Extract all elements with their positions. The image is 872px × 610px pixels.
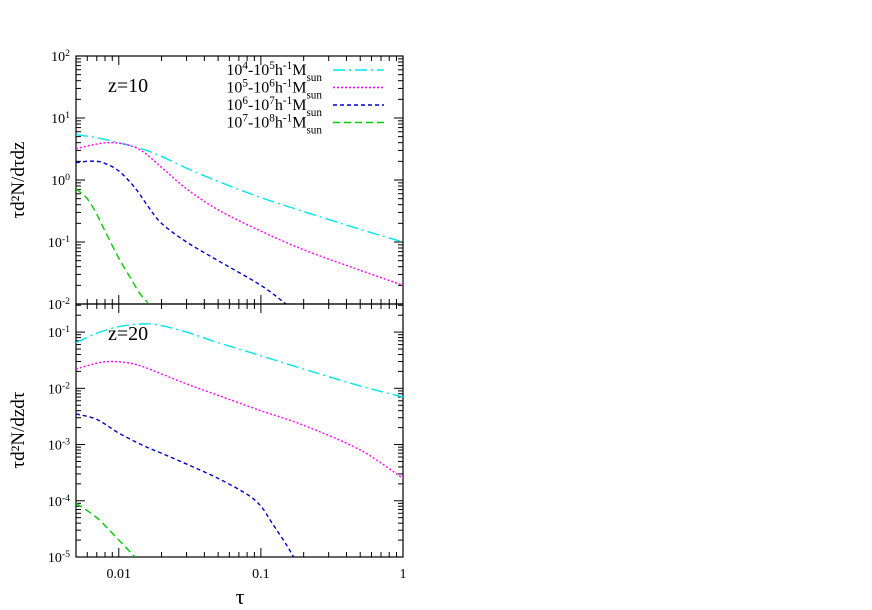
series-line [76, 323, 403, 398]
y-tick-label: 101 [51, 110, 70, 128]
y-axis-title: τd²N/dτdz [8, 142, 29, 219]
y-tick-label: 100 [51, 172, 70, 190]
series-line [76, 188, 149, 304]
axis-titles: τd²N/dτdz τd²N/dzdτ τ [8, 142, 245, 609]
x-tick-label: 0.1 [252, 567, 270, 582]
panel-z20: 10-5 10-4 10-3 10-2 10-1 0.01 0.1 1 z=20 [48, 303, 407, 582]
y-axis-title: τd²N/dzdτ [8, 391, 29, 468]
panel-label: z=10 [108, 75, 148, 97]
plot-frame [75, 303, 404, 558]
y-tick-label: 10-3 [48, 436, 70, 454]
x-tick-label: 0.01 [107, 567, 132, 582]
y-tick-label: 10-5 [48, 549, 70, 567]
y-tick-label: 10-4 [48, 492, 70, 510]
series-line [76, 502, 136, 557]
series-line [76, 413, 295, 557]
series-line [76, 133, 403, 243]
legend-entry: 107-108h-1Msun [226, 113, 322, 137]
y-tick-label: 10-2 [48, 296, 70, 314]
x-axis-title: τ [236, 584, 245, 609]
y-tick-label: 10-2 [48, 380, 70, 398]
y-tick-label: 102 [51, 48, 70, 66]
panel-z10: 10-2 10-1 100 101 102 z=10 [48, 48, 404, 314]
series-line [76, 360, 403, 479]
x-tick-label: 1 [400, 567, 407, 582]
legend-entry: 106-107h-1Msun [226, 95, 322, 119]
legend-entry: 105-106h-1Msun [226, 78, 322, 102]
y-tick-label: 10-1 [48, 324, 70, 342]
series-line [76, 160, 287, 304]
panel-label: z=20 [108, 323, 148, 345]
legend-entry: 104-105h-1Msun [226, 60, 322, 84]
series-line [76, 141, 403, 286]
legend: 104-105h-1Msun105-106h-1Msun106-107h-1Ms… [226, 60, 384, 137]
y-tick-label: 10-1 [48, 234, 70, 252]
